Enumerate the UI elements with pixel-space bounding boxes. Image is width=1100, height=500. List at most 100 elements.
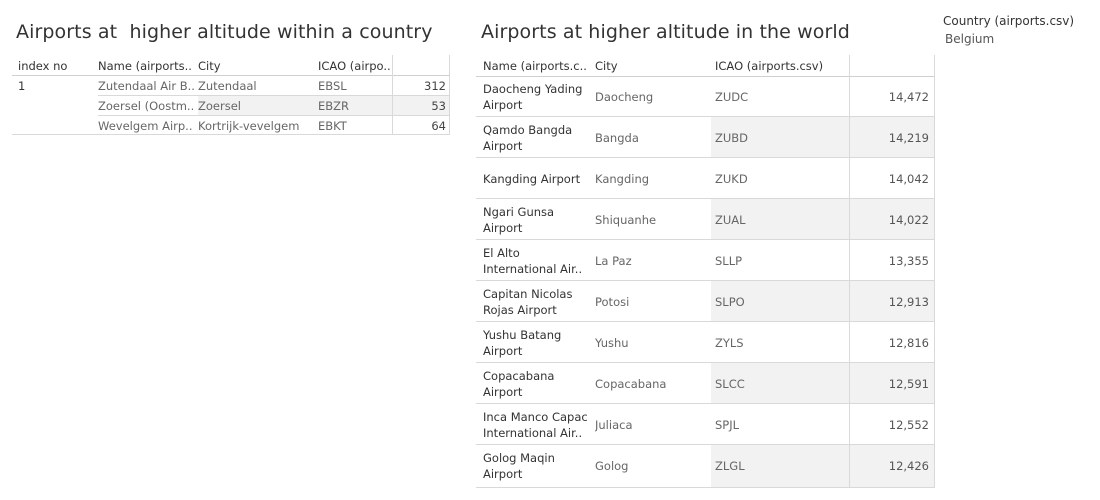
country-filter-value[interactable]: Belgium: [945, 32, 995, 46]
row-divider: [476, 157, 935, 158]
row-altitude: 12,591: [888, 376, 929, 391]
row-city: Daocheng: [595, 90, 654, 104]
row-altitude: 13,355: [888, 253, 929, 268]
row-name: Zoersel (Oostm..: [98, 99, 195, 113]
row-altitude: 14,022: [888, 212, 929, 227]
left-header-row: index no Name (airports.. City ICAO (air…: [12, 55, 450, 76]
header-divider: [476, 76, 935, 77]
row-divider: [98, 95, 450, 96]
row-name: Inca Manco Capac International Air..: [483, 409, 588, 440]
row-icao: ZYLS: [715, 335, 744, 350]
row-city: La Paz: [595, 253, 632, 268]
row-name: Yushu Batang Airport: [483, 327, 562, 358]
header-icao[interactable]: ICAO (airpo..: [318, 58, 391, 73]
table-row[interactable]: Ngari Gunsa Airport Shiquanhe ZUAL 14,02…: [476, 199, 935, 240]
row-city: Zoersel: [198, 99, 241, 113]
row-icao: EBZR: [318, 99, 350, 113]
left-altitude-table: index no Name (airports.. City ICAO (air…: [12, 55, 450, 135]
row-divider: [476, 280, 935, 281]
row-icao: ZUBD: [715, 130, 749, 145]
row-city: Golog: [595, 458, 629, 473]
row-altitude: 12,552: [888, 417, 929, 432]
row-altitude: 12,426: [888, 458, 929, 473]
row-icao: SLLP: [715, 253, 743, 268]
table-row[interactable]: Golog Maqin Airport Golog ZLGL 12,426: [476, 445, 935, 486]
row-icao: ZLGL: [715, 458, 745, 473]
row-city: Kangding: [595, 171, 650, 186]
row-icao: EBKT: [318, 118, 347, 133]
table-row[interactable]: Kangding Airport Kangding ZUKD 14,042: [476, 158, 935, 199]
header-city[interactable]: City: [595, 59, 618, 73]
row-name: Golog Maqin Airport: [483, 450, 555, 481]
row-divider: [476, 403, 935, 404]
row-altitude: 12,913: [888, 294, 929, 309]
table-row[interactable]: Yushu Batang Airport Yushu ZYLS 12,816: [476, 322, 935, 363]
right-sheet-title: Airports at higher altitude in the world: [481, 21, 850, 43]
row-name: Zutendaal Air B..: [98, 79, 195, 93]
row-icao: SLCC: [715, 376, 745, 391]
row-divider: [476, 321, 935, 322]
row-city: Shiquanhe: [595, 212, 657, 227]
table-row[interactable]: Zoersel (Oostm.. Zoersel EBZR 53: [12, 96, 450, 116]
table-row[interactable]: 1 Zutendaal Air B.. Zutendaal EBSL 312: [12, 76, 450, 96]
table-row[interactable]: Qamdo Bangda Airport Bangda ZUBD 14,219: [476, 117, 935, 158]
row-city: Kortrijk-vevelgem: [198, 118, 300, 133]
measure-column-divider: [849, 55, 850, 488]
row-divider: [476, 198, 935, 199]
row-index: 1: [18, 79, 26, 93]
row-altitude: 14,219: [888, 130, 929, 145]
row-name: Wevelgem Airp..: [98, 118, 193, 133]
row-divider: [476, 116, 935, 117]
row-name: Qamdo Bangda Airport: [483, 122, 573, 153]
right-altitude-table: Name (airports.c.. City ICAO (airports.c…: [476, 55, 935, 488]
header-icao[interactable]: ICAO (airports.csv): [715, 59, 824, 73]
right-header-row: Name (airports.c.. City ICAO (airports.c…: [476, 55, 935, 77]
header-name[interactable]: Name (airports.c..: [483, 59, 587, 73]
row-name: El Alto International Air..: [483, 245, 583, 276]
row-icao: ZUKD: [715, 171, 748, 186]
row-city: Potosi: [595, 294, 630, 309]
row-name: Daocheng Yading Airport: [483, 82, 583, 112]
left-sheet-title: Airports at higher altitude within a cou…: [16, 21, 433, 43]
row-divider: [476, 362, 935, 363]
country-filter-title: Country (airports.csv): [943, 14, 1075, 28]
table-right-border: [449, 55, 450, 135]
row-divider: [476, 239, 935, 240]
row-name: Ngari Gunsa Airport: [483, 204, 555, 235]
row-icao: ZUAL: [715, 212, 746, 227]
row-city: Bangda: [595, 130, 639, 145]
header-name[interactable]: Name (airports..: [98, 58, 192, 73]
table-row[interactable]: Wevelgem Airp.. Kortrijk-vevelgem EBKT 6…: [12, 116, 450, 135]
row-altitude: 14,472: [888, 90, 929, 104]
row-altitude: 14,042: [888, 171, 929, 186]
table-row[interactable]: Inca Manco Capac International Air.. Jul…: [476, 404, 935, 445]
row-name: Capitan Nicolas Rojas Airport: [483, 286, 573, 317]
table-row[interactable]: Daocheng Yading Airport Daocheng ZUDC 14…: [476, 77, 935, 117]
row-city: Juliaca: [595, 417, 633, 432]
table-row[interactable]: El Alto International Air.. La Paz SLLP …: [476, 240, 935, 281]
row-altitude: 312: [424, 79, 446, 93]
row-altitude: 53: [431, 99, 446, 113]
header-city[interactable]: City: [198, 58, 221, 73]
table-bottom-border: [476, 487, 935, 488]
row-divider: [476, 444, 935, 445]
row-name: Copacabana Airport: [483, 368, 555, 399]
row-index: [18, 116, 96, 135]
row-city: Zutendaal: [198, 79, 257, 93]
row-icao: ZUDC: [715, 90, 749, 104]
row-icao: SLPO: [715, 294, 745, 309]
row-name: Kangding Airport: [483, 171, 581, 186]
row-altitude: 12,816: [888, 335, 929, 350]
table-right-border: [934, 55, 935, 488]
row-city: Yushu: [595, 335, 629, 350]
row-icao: EBSL: [318, 79, 347, 93]
row-altitude: 64: [431, 118, 446, 133]
row-divider: [98, 115, 450, 116]
row-index: [18, 96, 96, 116]
header-divider: [12, 75, 450, 76]
table-row[interactable]: Copacabana Airport Copacabana SLCC 12,59…: [476, 363, 935, 404]
table-bottom-border: [12, 134, 450, 135]
row-icao: SPJL: [715, 417, 740, 432]
header-index-no[interactable]: index no: [18, 58, 68, 73]
table-row[interactable]: Capitan Nicolas Rojas Airport Potosi SLP…: [476, 281, 935, 322]
